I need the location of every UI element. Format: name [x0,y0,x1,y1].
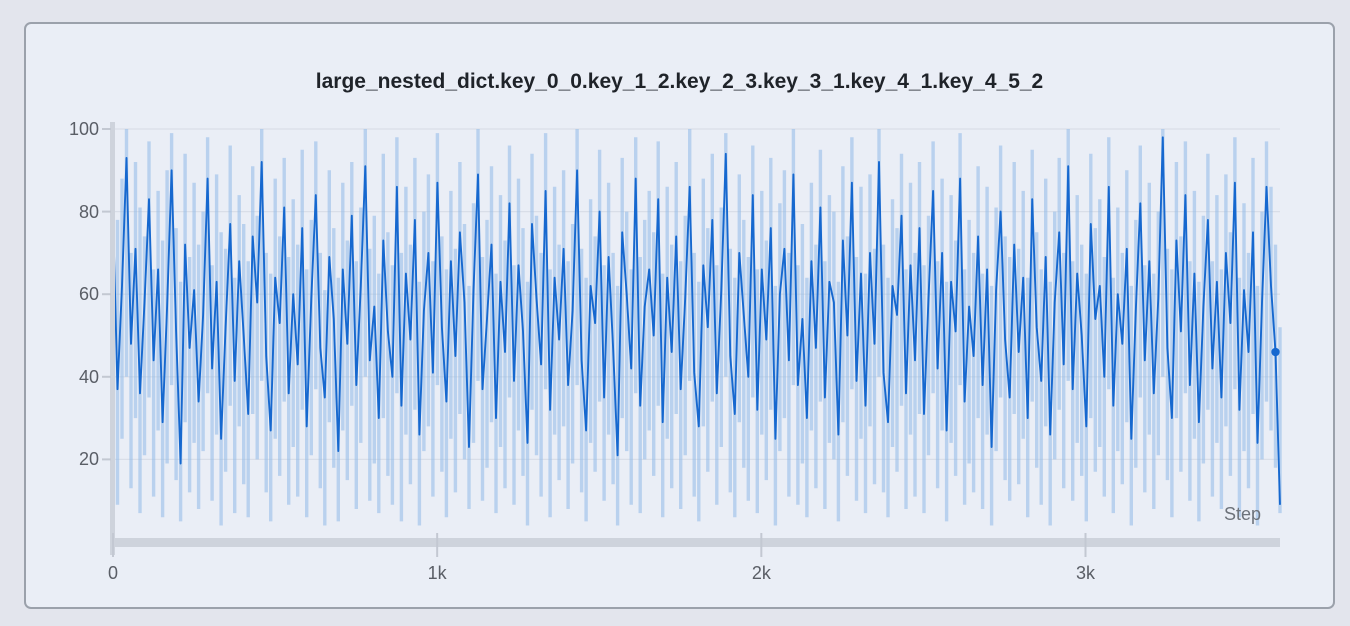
y-tick-label: 60 [78,284,99,305]
series-endpoint-marker [1271,347,1280,357]
chart-panel-card: large_nested_dict.key_0_0.key_1_2.key_2_… [24,22,1335,609]
line-chart-plot[interactable] [26,24,1335,607]
x-tick-label: 1k [427,563,447,583]
x-tick-label: 0 [107,563,118,583]
y-tick-label: 80 [78,201,99,222]
x-tick-label: 3k [1075,563,1095,583]
y-tick-label: 20 [78,449,99,470]
y-tick-label: 100 [68,119,99,139]
y-tick-label: 40 [78,366,99,387]
series-line [112,136,1281,505]
chart-title: large_nested_dict.key_0_0.key_1_2.key_2_… [315,70,1044,93]
x-axis-title: Step [1223,504,1261,524]
y-axis-bar [110,122,115,555]
x-tick-label: 2k [751,563,771,583]
x-axis-bar [110,538,1280,547]
